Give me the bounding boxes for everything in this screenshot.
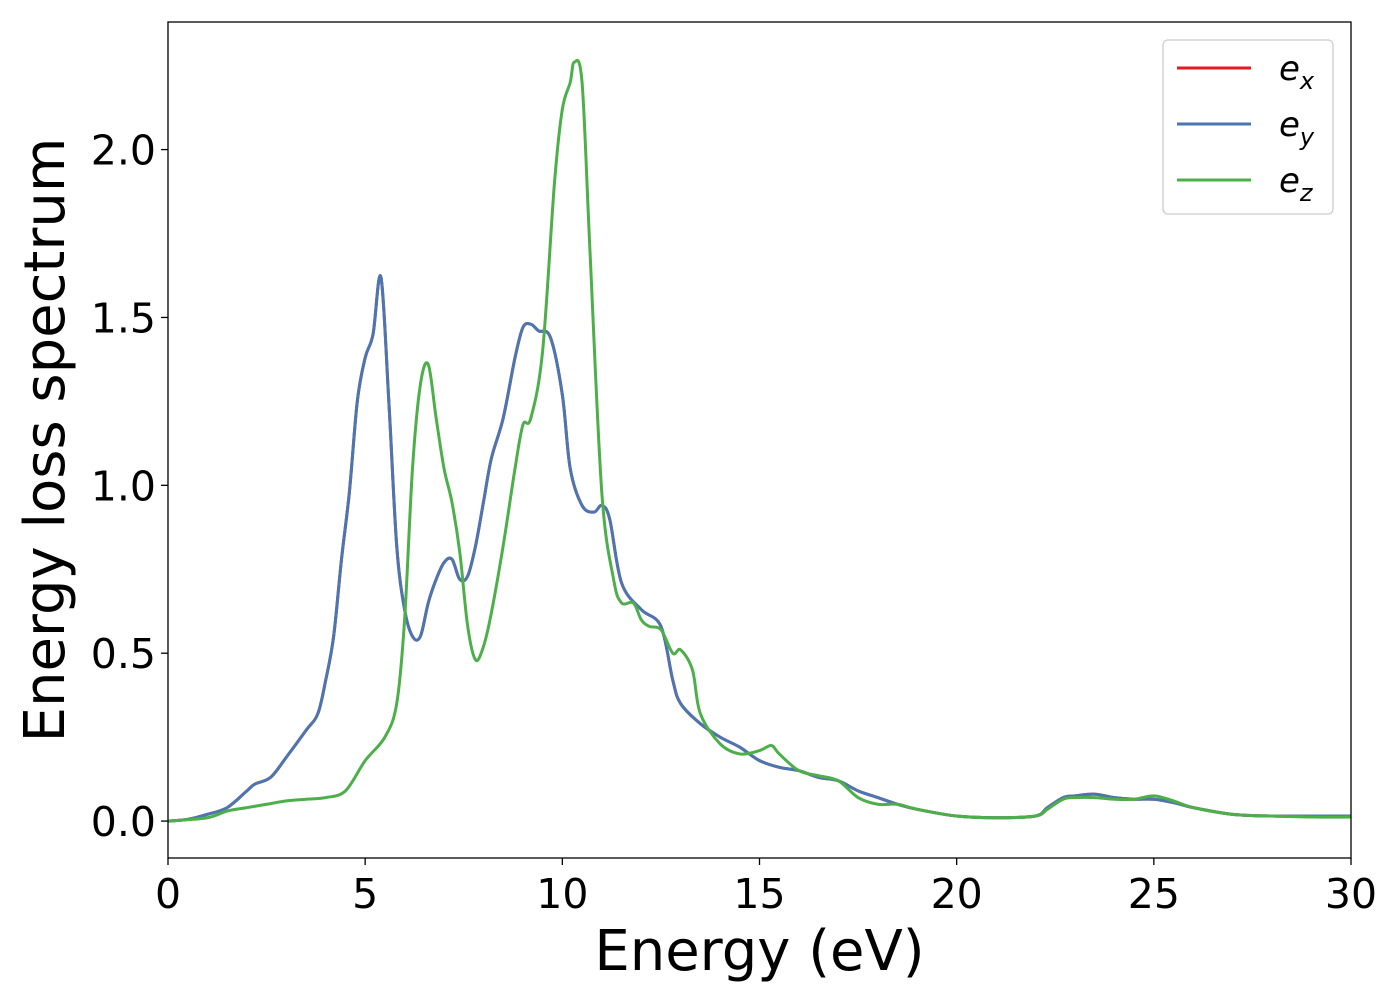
y-tick-label: 2.0 (91, 127, 156, 175)
x-tick-label: 0 (155, 870, 181, 918)
legend-label-base: e (1279, 105, 1300, 145)
x-tick-label: 10 (536, 870, 588, 918)
x-tick-label: 25 (1128, 870, 1180, 918)
legend-label-subscript: x (1299, 67, 1315, 95)
x-tick-label: 5 (352, 870, 378, 918)
y-axis-title: Energy loss spectrum (13, 138, 78, 743)
x-axis: 0 5 10 15 20 25 30 (155, 858, 1377, 918)
legend-label-base: e (1279, 49, 1300, 89)
y-tick-label: 0.5 (91, 630, 156, 678)
legend-label-x: ex (1279, 49, 1315, 95)
legend-label-z: ez (1279, 161, 1314, 207)
plot-area (168, 58, 1351, 823)
x-axis-title: Energy (eV) (594, 919, 924, 984)
legend-label-subscript: z (1299, 179, 1314, 207)
series-line-y (168, 274, 1351, 823)
x-tick-label: 15 (733, 870, 785, 918)
y-tick-label: 1.0 (91, 462, 156, 510)
legend-box (1162, 39, 1334, 215)
x-tick-label: 20 (931, 870, 983, 918)
y-tick-label: 0.0 (91, 798, 156, 846)
legend-label-base: e (1279, 161, 1300, 201)
series-line-x (168, 274, 1351, 823)
y-tick-label: 1.5 (91, 294, 156, 342)
y-axis: 0.0 0.5 1.0 1.5 2.0 (91, 127, 168, 846)
legend-label-y: ey (1279, 105, 1315, 151)
x-tick-label: 30 (1325, 870, 1377, 918)
series-line-z (168, 58, 1351, 823)
legend-label-subscript: y (1299, 123, 1315, 151)
